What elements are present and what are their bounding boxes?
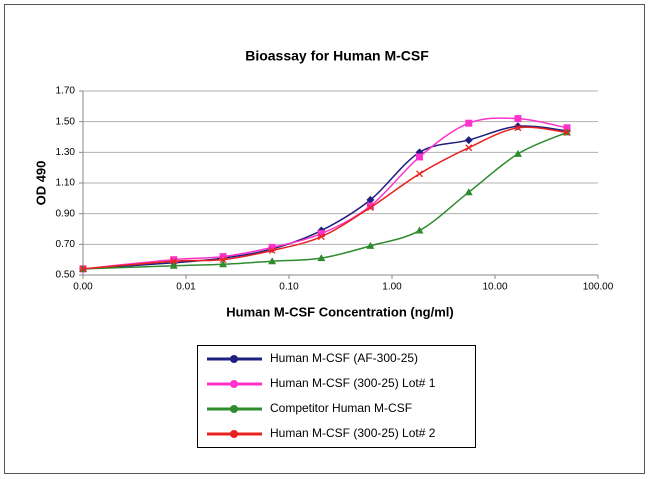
marker bbox=[465, 119, 473, 127]
y-tick-label: 1.70 bbox=[56, 86, 76, 97]
y-tick-label: 1.30 bbox=[56, 147, 76, 158]
marker bbox=[169, 261, 178, 269]
legend-marker bbox=[230, 380, 238, 388]
marker bbox=[464, 136, 473, 145]
marker bbox=[317, 233, 325, 241]
legend-label: Human M-CSF (300-25) Lot# 1 bbox=[270, 376, 436, 390]
legend-label: Human M-CSF (300-25) Lot# 2 bbox=[270, 426, 436, 440]
legend-marker bbox=[230, 405, 238, 413]
y-tick-label: 1.50 bbox=[56, 116, 76, 127]
y-tick-label: 0.50 bbox=[56, 270, 76, 281]
x-tick-label: 10.00 bbox=[482, 282, 507, 293]
marker bbox=[514, 124, 522, 132]
marker bbox=[416, 153, 424, 161]
x-tick-label: 1.00 bbox=[382, 282, 402, 293]
chart-title: Bioassay for Human M-CSF bbox=[245, 48, 429, 64]
marker bbox=[563, 124, 571, 132]
marker bbox=[366, 204, 374, 211]
marker bbox=[366, 241, 375, 249]
marker bbox=[464, 188, 473, 196]
x-axis-label: Human M-CSF Concentration (ng/ml) bbox=[226, 304, 454, 319]
marker bbox=[268, 247, 276, 254]
legend-label: Competitor Human M-CSF bbox=[270, 401, 412, 415]
series-line bbox=[82, 117, 568, 270]
series-line bbox=[82, 131, 568, 270]
marker bbox=[366, 195, 375, 204]
marker bbox=[219, 253, 227, 261]
marker bbox=[563, 128, 571, 136]
y-axis-label: OD 490 bbox=[33, 161, 48, 206]
marker bbox=[219, 260, 228, 268]
marker bbox=[416, 170, 423, 178]
x-tick-label: 0.10 bbox=[279, 282, 299, 293]
marker bbox=[268, 257, 277, 265]
series-line bbox=[82, 125, 568, 270]
legend-marker bbox=[230, 430, 238, 438]
marker bbox=[513, 149, 522, 157]
legend-label: Human M-CSF (AF-300-25) bbox=[270, 351, 418, 365]
marker bbox=[268, 243, 276, 251]
marker bbox=[514, 115, 522, 123]
marker bbox=[317, 230, 325, 238]
x-tick-label: 100.00 bbox=[583, 282, 614, 293]
series-line bbox=[82, 126, 568, 270]
marker bbox=[415, 226, 424, 234]
x-tick-label: 0.00 bbox=[73, 282, 93, 293]
marker bbox=[79, 265, 87, 273]
y-tick-label: 0.70 bbox=[56, 239, 76, 250]
marker bbox=[317, 254, 326, 262]
marker bbox=[465, 144, 473, 152]
x-tick-label: 0.01 bbox=[176, 282, 196, 293]
legend-marker bbox=[230, 355, 238, 363]
y-tick-label: 0.90 bbox=[56, 208, 76, 219]
marker bbox=[170, 256, 178, 264]
legend-box bbox=[197, 345, 476, 448]
y-tick-label: 1.10 bbox=[56, 178, 76, 189]
marker bbox=[219, 256, 227, 264]
marker bbox=[366, 202, 374, 210]
marker bbox=[170, 257, 178, 265]
